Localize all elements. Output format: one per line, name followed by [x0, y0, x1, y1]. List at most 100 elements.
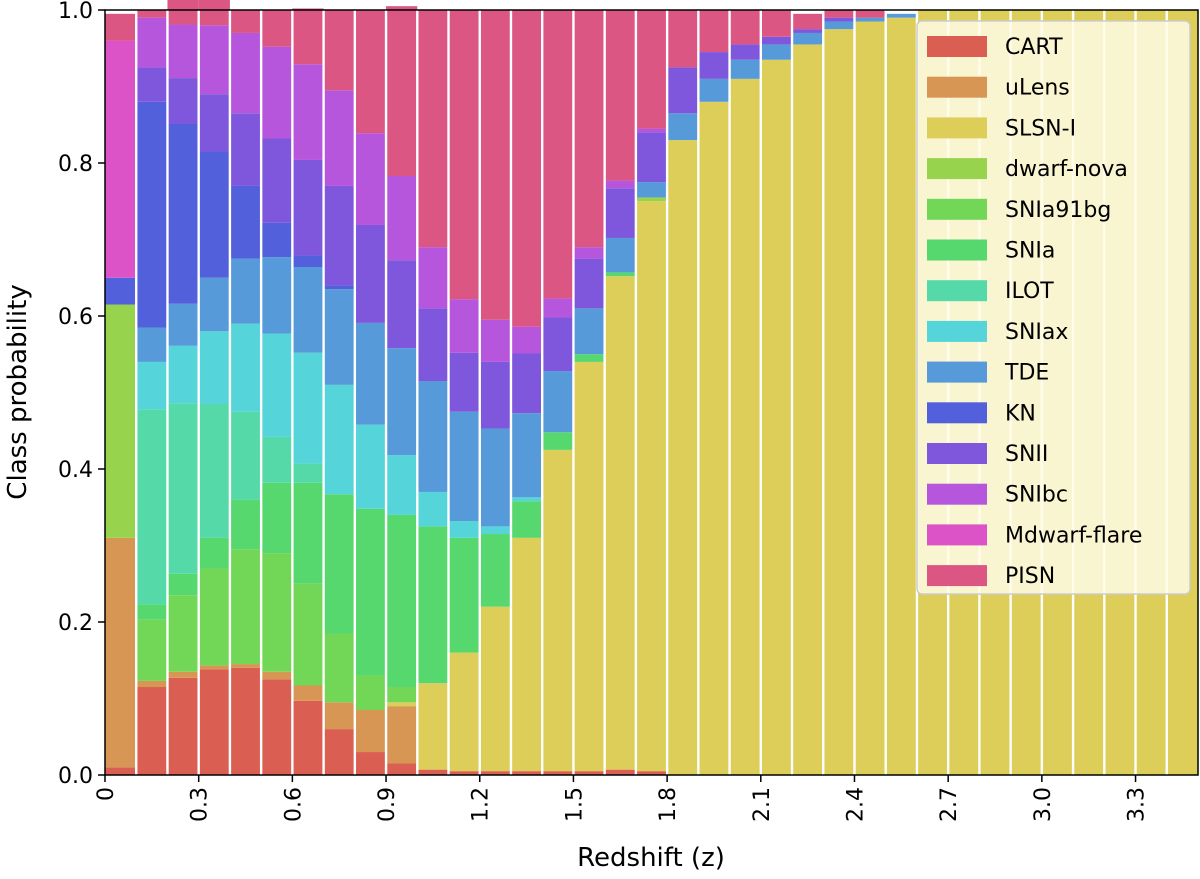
legend-label-ilot: ILOT [1005, 279, 1054, 304]
bar-snii-bin-21 [760, 36, 793, 45]
bar-snii-bin-22 [792, 29, 824, 33]
x-tick-label: 1.2 [469, 787, 494, 822]
x-tick-label: 2.7 [937, 787, 962, 822]
bar-pisn-bin-4 [229, 10, 262, 33]
legend-swatch-sniax [927, 320, 987, 342]
bar-pisn-bin-14 [542, 10, 574, 299]
bar-sniax-bin-4 [229, 323, 262, 412]
bar-tde-bin-23 [823, 21, 855, 30]
bar-cart-bin-4 [229, 667, 262, 775]
legend-swatch-snii [927, 443, 987, 464]
bar-tde-bin-3 [198, 277, 230, 332]
bar-sniax-bin-13 [510, 497, 543, 502]
bar-dwarf-nova-bin-17 [635, 197, 668, 202]
legend-label-snia91bg: SNIa91bg [1005, 198, 1111, 223]
bar-snibc-bin-8 [354, 133, 387, 225]
legend-box [916, 20, 1191, 595]
legend-swatch-snia [927, 239, 987, 261]
legend-swatch-snia91bg [927, 198, 987, 220]
bar-slsn-i-bin-15 [573, 361, 605, 772]
bar-snia-bin-14 [542, 432, 574, 450]
bar-snii-bin-5 [261, 138, 293, 223]
bar-cart-bin-16 [604, 769, 636, 775]
bar-snibc-bin-15 [573, 247, 605, 259]
bar-ulens-bin-3 [198, 665, 230, 670]
bar-tde-bin-12 [479, 428, 511, 527]
bar-pisn-bin-9 [386, 6, 418, 177]
bar-snii-bin-4 [229, 113, 262, 186]
bar-snibc-bin-12 [479, 319, 511, 362]
bar-ilot-bin-2 [167, 403, 199, 574]
bar-snia-bin-15 [573, 354, 605, 362]
bar-snia-bin-2 [167, 573, 199, 596]
legend-label-ulens: uLens [1005, 76, 1070, 101]
bar-slsn-i-bin-20 [729, 78, 761, 776]
bar-kn-bin-5 [261, 222, 293, 258]
bar-cart-bin-5 [261, 679, 293, 776]
x-tick-label: 1.8 [656, 787, 681, 822]
bar-snii-bin-2 [167, 78, 199, 124]
y-axis: 0.0 0.2 0.4 0.6 0.8 1.0 [58, 0, 105, 789]
y-tick-label: 0.2 [58, 611, 93, 636]
legend-label-slsn-i: SLSN-I [1005, 116, 1076, 141]
bar-snia-bin-4 [229, 499, 262, 550]
y-tick-label: 1.0 [58, 0, 93, 24]
bar-pisn-bin-19 [698, 10, 730, 53]
bar-snia91bg-bin-9 [386, 687, 418, 703]
bar-snia-bin-8 [354, 508, 387, 676]
bar-ilot-bin-5 [261, 436, 293, 483]
legend-swatch-ulens [927, 76, 987, 98]
x-tick-label: 0 [94, 787, 119, 801]
bar-kn-bin-2 [167, 123, 199, 304]
x-tick-label: 0.3 [188, 787, 213, 822]
bar-snia91bg-bin-4 [229, 549, 262, 665]
bar-slsn-i-bin-11 [448, 652, 480, 772]
bar-tde-bin-21 [760, 44, 793, 60]
bar-tde-bin-25 [885, 13, 917, 18]
legend-swatch-snibc [927, 483, 987, 505]
bar-tde-bin-18 [667, 113, 699, 141]
bar-ulens-bin-1 [136, 680, 168, 688]
x-tick-label: 0.9 [375, 787, 400, 822]
bar-snia-bin-13 [510, 501, 543, 538]
bar-snibc-bin-16 [604, 180, 636, 189]
legend-swatch-dwarf-nova [927, 158, 987, 180]
bar-pisn-bin-10 [417, 10, 449, 248]
bar-sniax-bin-9 [386, 455, 418, 515]
bar-snii-bin-20 [729, 44, 761, 60]
bar-cart-bin-17 [635, 771, 668, 775]
bar-slsn-i-bin-10 [417, 683, 449, 770]
bar-slsn-i-bin-25 [885, 17, 917, 775]
bar-snibc-bin-3 [198, 25, 230, 95]
bar-snia-bin-6 [292, 482, 324, 584]
x-axis: 0 0.3 0.6 0.9 1.2 1.5 1.8 2.1 2.4 2.7 3.0 3.3 [94, 775, 1150, 822]
bar-snia91bg-bin-7 [323, 633, 355, 703]
bar-snia91bg-bin-2 [167, 595, 199, 672]
bar-snii-bin-3 [198, 94, 230, 152]
bar-slsn-i-bin-22 [792, 44, 824, 776]
legend-label-sniax: SNIax [1005, 320, 1068, 345]
bar-snii-bin-9 [386, 260, 418, 349]
bar-pisn-bin-1 [136, 10, 168, 18]
bar-pisn-bin-20 [729, 10, 761, 45]
bar-cart-bin-15 [573, 771, 605, 775]
legend-label-cart: CART [1005, 35, 1063, 60]
bar-snii-bin-16 [604, 188, 636, 238]
legend-label-dwarf-nova: dwarf-nova [1005, 157, 1128, 182]
bar-tde-bin-14 [542, 371, 574, 433]
bar-cart-bin-7 [323, 729, 355, 775]
bar-tde-bin-13 [510, 413, 543, 498]
x-tick-label: 0.6 [281, 787, 306, 822]
y-tick-label: 0.8 [58, 152, 93, 177]
legend: CART uLens SLSN-I dwarf-nova SNIa91bg SNIa ILO… [916, 20, 1191, 595]
bar-pisn-bin-12 [479, 10, 511, 320]
bar-snia91bg-bin-8 [354, 675, 387, 710]
bar-slsn-i-bin-16 [604, 276, 636, 770]
bar-tde-bin-16 [604, 237, 636, 273]
y-axis-title: Class probability [3, 284, 33, 499]
x-tick-label: 2.4 [843, 787, 868, 822]
bar-sniax-bin-10 [417, 491, 449, 527]
bar-tde-bin-10 [417, 381, 449, 492]
bar-pisn-bin-13 [510, 10, 543, 327]
